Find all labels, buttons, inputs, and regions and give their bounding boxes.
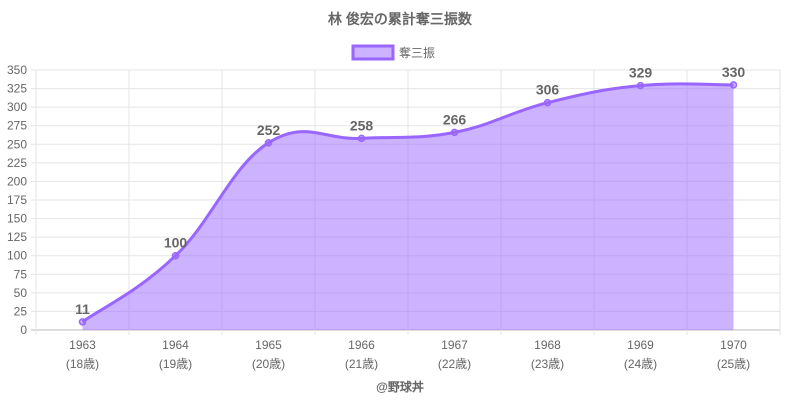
x-tick-sublabel: (24歳) <box>624 357 657 371</box>
y-tick-label: 325 <box>7 82 27 96</box>
data-point <box>78 318 87 326</box>
x-tick-sublabel: (19歳) <box>159 357 192 371</box>
data-label: 306 <box>536 82 560 98</box>
y-tick-label: 0 <box>20 323 27 337</box>
y-tick-label: 350 <box>7 63 27 77</box>
data-point <box>264 139 273 147</box>
data-label: 266 <box>443 111 467 127</box>
y-tick-label: 100 <box>7 249 27 263</box>
data-point <box>543 98 552 107</box>
y-tick-label: 175 <box>7 193 27 207</box>
x-tick-sublabel: (18歳) <box>66 357 99 371</box>
data-label: 252 <box>257 122 281 138</box>
y-tick-label: 125 <box>7 230 27 244</box>
y-tick-label: 225 <box>7 156 27 170</box>
data-point <box>357 134 366 143</box>
footer-credit: @野球丼 <box>376 379 424 394</box>
y-tick-label: 275 <box>7 119 27 133</box>
data-point <box>171 251 180 260</box>
y-tick-label: 250 <box>7 137 27 151</box>
x-tick-sublabel: (21歳) <box>345 357 378 371</box>
y-tick-label: 200 <box>7 174 27 188</box>
x-tick-label: 1965 <box>255 338 282 352</box>
x-tick-label: 1966 <box>348 338 375 352</box>
y-tick-label: 50 <box>14 286 28 300</box>
x-tick-label: 1970 <box>720 338 747 352</box>
legend-label: 奪三振 <box>399 45 435 60</box>
y-tick-label: 300 <box>7 100 27 114</box>
x-tick-sublabel: (20歳) <box>252 357 285 371</box>
legend[interactable]: 奪三振 <box>351 44 435 61</box>
x-tick-label: 1969 <box>627 338 654 352</box>
legend-swatch <box>351 44 395 61</box>
data-label: 330 <box>722 64 746 80</box>
data-label: 258 <box>350 117 374 133</box>
data-point <box>636 81 645 90</box>
data-label: 329 <box>629 65 653 81</box>
y-tick-label: 25 <box>14 304 28 318</box>
x-tick-sublabel: (22歳) <box>438 357 471 371</box>
x-tick-label: 1964 <box>162 338 189 352</box>
series-area-fill <box>82 83 734 330</box>
x-tick-sublabel: (23歳) <box>531 357 564 371</box>
x-tick-label: 1967 <box>441 338 468 352</box>
chart-title: 林 俊宏の累計奪三振数 <box>328 11 473 27</box>
data-label: 11 <box>75 301 90 317</box>
x-tick-sublabel: (25歳) <box>717 357 750 371</box>
data-point <box>450 128 459 137</box>
data-label: 100 <box>164 235 188 251</box>
y-tick-label: 150 <box>7 212 27 226</box>
series-line <box>81 82 734 324</box>
data-point <box>729 81 738 89</box>
y-tick-label: 75 <box>14 267 28 281</box>
x-tick-label: 1968 <box>534 338 561 352</box>
x-tick-label: 1963 <box>69 338 96 352</box>
